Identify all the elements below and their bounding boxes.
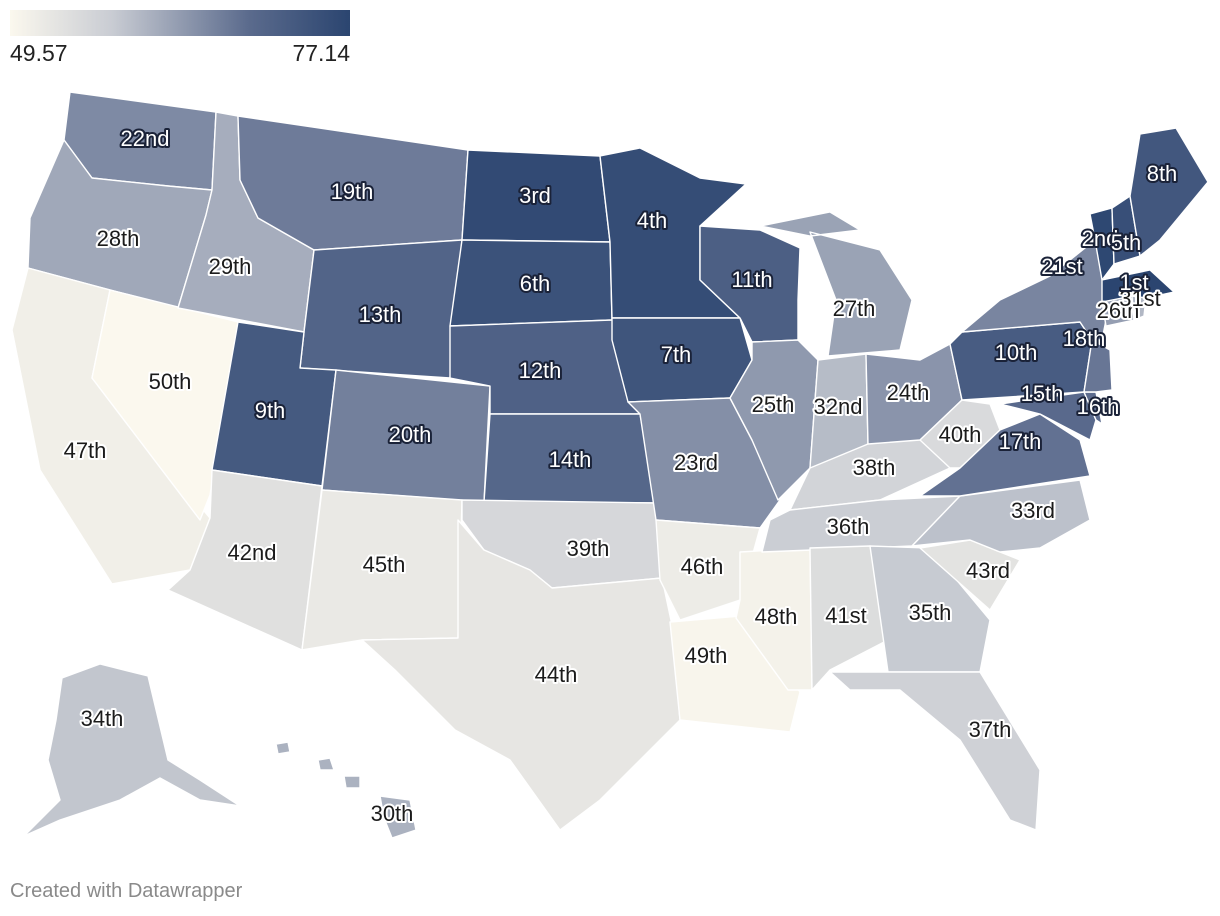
state-rank-label-az: 42nd [228,540,277,565]
state-rank-label-hi: 30th [371,801,414,826]
legend-max-label: 77.14 [292,40,350,66]
state-rank-label-nc: 33rd [1011,498,1055,523]
state-rank-label-nm: 45th [363,552,406,577]
state-rank-label-ks: 14th [549,447,592,472]
state-rank-label-me: 8th [1147,161,1178,186]
state-rank-label-va: 17th [999,429,1042,454]
state-il[interactable] [729,339,819,501]
state-rank-label-id: 29th [209,254,252,279]
state-rank-label-la: 49th [685,643,728,668]
state-rank-label-de: 16th [1077,394,1120,419]
state-rank-label-il: 25th [752,392,795,417]
state-rank-label-fl: 37th [969,717,1012,742]
state-rank-label-mi: 27th [833,296,876,321]
state-rank-label-ca: 47th [64,438,107,463]
state-rank-label-ky: 38th [853,455,896,480]
state-rank-label-ms: 48th [755,604,798,629]
state-rank-label-in: 32nd [814,394,863,419]
state-wy[interactable] [299,239,463,379]
state-rank-label-wy: 13th [359,302,402,327]
state-rank-label-mo: 23rd [674,450,718,475]
state-rank-label-nh: 5th [1111,230,1142,255]
legend-min-label: 49.57 [10,40,68,66]
state-ar[interactable] [655,519,761,621]
state-rank-label-ar: 46th [681,554,724,579]
state-rank-label-wa: 22nd [121,126,170,151]
state-rank-label-nj: 18th [1063,326,1106,351]
state-al[interactable] [809,545,889,691]
state-rank-label-mn: 4th [637,208,668,233]
state-rank-label-ak: 34th [81,706,124,731]
state-rank-label-co: 20th [389,422,432,447]
state-rank-label-ma: 1st [1119,270,1148,295]
state-nj[interactable] [1083,339,1113,393]
state-hi[interactable] [275,741,417,839]
state-mi[interactable] [759,211,913,357]
state-nv[interactable] [91,289,239,521]
state-sc[interactable] [919,539,1021,611]
state-md[interactable] [999,391,1097,441]
state-la[interactable] [669,615,801,733]
state-va[interactable] [919,413,1091,497]
state-rank-label-pa: 10th [995,340,1038,365]
state-rank-label-sc: 43rd [966,558,1010,583]
state-rank-label-oh: 24th [887,380,930,405]
state-rank-label-wv: 40th [939,422,982,447]
state-rank-label-or: 28th [97,226,140,251]
state-ma[interactable] [1101,269,1175,303]
state-rank-label-mt: 19th [331,179,374,204]
legend-gradient-bar [10,10,350,36]
state-rank-label-ny: 21st [1041,254,1083,279]
state-rank-label-al: 41st [825,603,867,628]
state-rank-label-sd: 6th [520,271,551,296]
state-rank-label-nd: 3rd [519,183,551,208]
credit-text: Created with Datawrapper [10,880,243,902]
state-rank-label-ri: 31st [1119,286,1161,311]
state-tx[interactable] [361,519,681,831]
state-rank-label-wi: 11th [731,267,772,292]
state-vt[interactable] [1089,207,1115,281]
state-rank-label-tn: 36th [827,514,870,539]
state-rank-label-ut: 9th [255,398,286,423]
state-rank-label-ct: 26th [1097,298,1140,323]
state-rank-label-ga: 35th [909,600,952,625]
state-rank-label-ok: 39th [567,536,610,561]
state-rank-label-ne: 12th [519,358,562,383]
state-fl[interactable] [829,671,1041,831]
color-legend: 49.57 77.14 [10,10,350,66]
state-me[interactable] [1129,127,1209,257]
state-ak[interactable] [23,663,241,837]
state-rank-label-vt: 2nd [1082,226,1119,251]
state-rank-label-nv: 50th [149,369,192,394]
state-rank-label-ia: 7th [661,342,692,367]
state-rank-label-tx: 44th [535,662,578,687]
state-rank-label-md: 15th [1021,381,1064,406]
